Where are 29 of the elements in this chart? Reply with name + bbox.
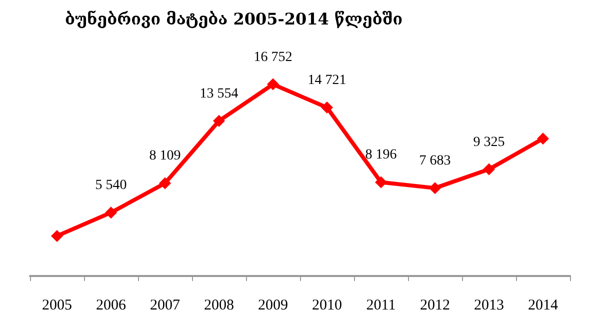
point	[321, 102, 333, 114]
x-tick-label: 2008	[204, 298, 234, 314]
data-label: 16 752	[254, 50, 292, 65]
data-label: 9 325	[473, 134, 505, 150]
point	[429, 182, 441, 194]
data-label: 8 196	[365, 148, 397, 163]
x-tick-label: 2011	[366, 298, 396, 314]
x-tick-label: 2009	[258, 298, 288, 314]
point	[159, 177, 171, 190]
point	[105, 206, 117, 219]
point	[375, 176, 387, 188]
data-label: 8 109	[149, 148, 181, 164]
x-tick-label: 2013	[474, 298, 504, 314]
point	[51, 230, 63, 242]
x-tick-label: 2005	[42, 298, 72, 314]
x-tick-label: 2006	[96, 298, 126, 314]
x-tick-label: 2014	[528, 298, 558, 314]
data-label: 13 554	[200, 86, 238, 102]
data-label: 7 683	[419, 154, 451, 169]
chart-title: ბუნებრივი მატება 2005-2014 წლებში	[65, 10, 403, 28]
point	[267, 78, 279, 90]
x-tick-label: 2010	[312, 298, 342, 314]
data-label: 5 540	[95, 178, 127, 194]
point	[483, 163, 495, 176]
point	[213, 114, 225, 127]
point	[537, 132, 549, 145]
x-tick-label: 2012	[420, 298, 450, 314]
data-label: 14 721	[308, 73, 346, 88]
x-tick-label: 2007	[150, 298, 180, 314]
